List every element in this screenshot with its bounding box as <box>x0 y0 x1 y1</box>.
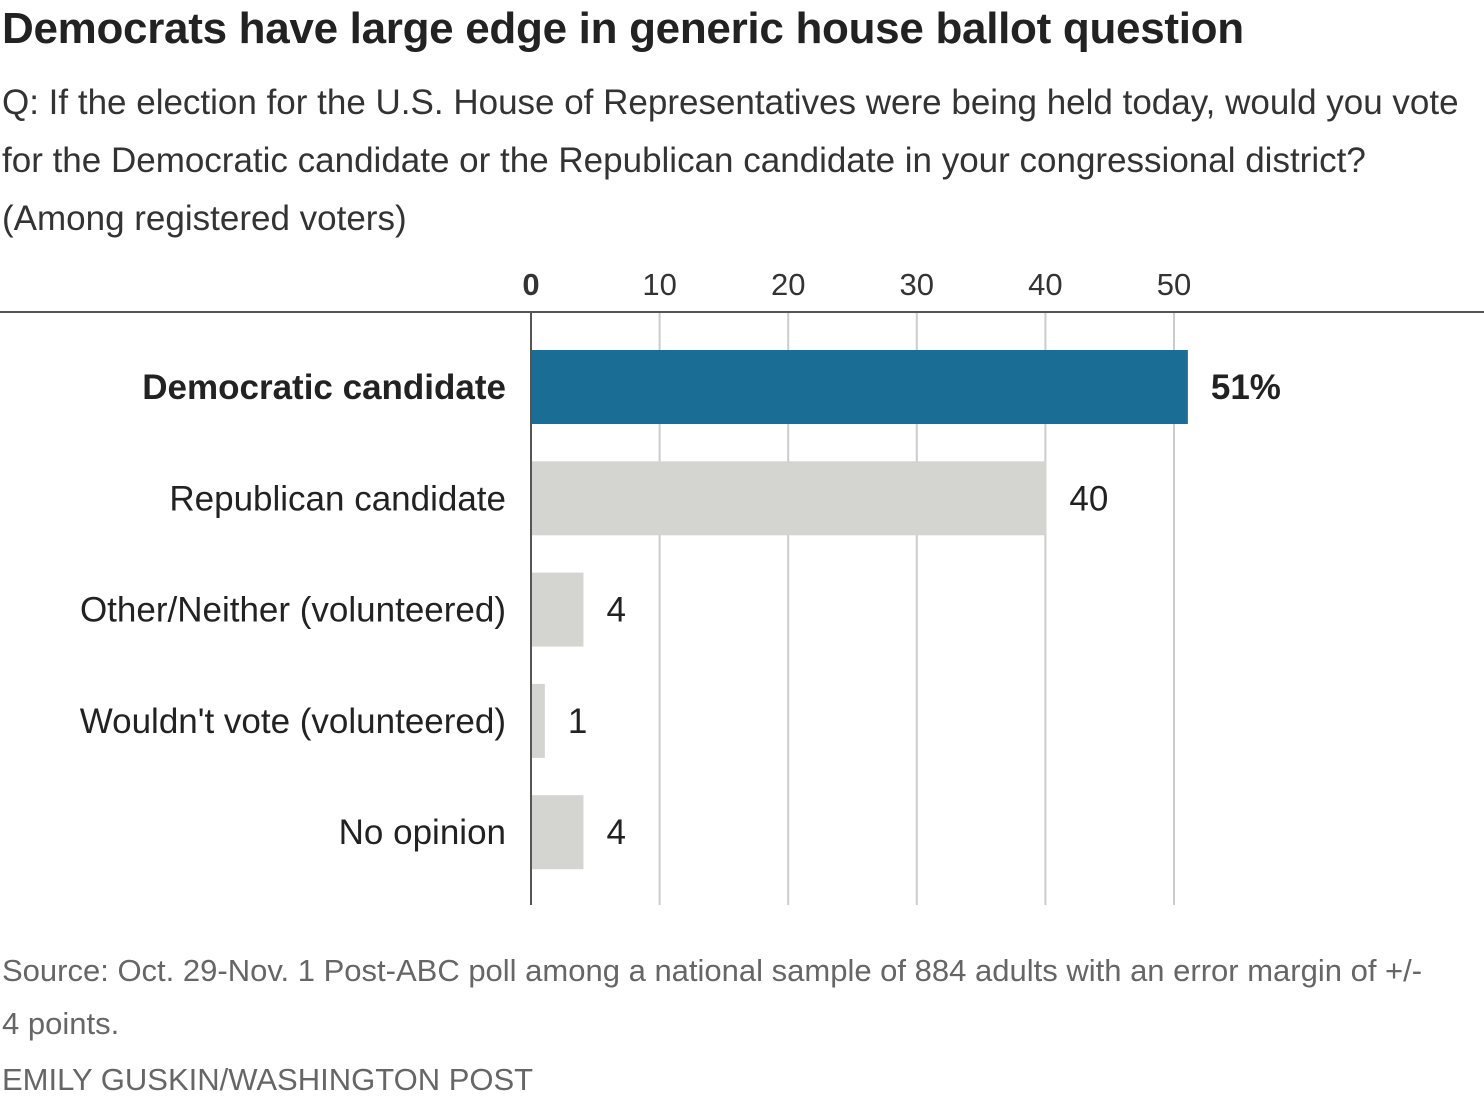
category-label: Republican candidate <box>169 479 506 518</box>
bar <box>532 795 584 870</box>
value-label: 1 <box>568 702 587 741</box>
value-label: 40 <box>1069 479 1108 518</box>
category-label: Other/Neither (volunteered) <box>80 591 506 630</box>
tick-label: 50 <box>1157 267 1191 302</box>
tick-label: 30 <box>900 267 934 302</box>
bar <box>532 683 545 758</box>
category-label: Democratic candidate <box>142 368 506 407</box>
value-label: 4 <box>606 813 625 852</box>
tick-label: 40 <box>1028 267 1062 302</box>
bar <box>532 350 1188 424</box>
chart-subtitle: Q: If the election for the U.S. House of… <box>2 83 1459 238</box>
bar <box>532 572 584 647</box>
category-labels: Democratic candidate Republican candidate… <box>80 368 506 852</box>
value-label: 51% <box>1211 368 1281 407</box>
bars <box>532 350 1188 870</box>
bar <box>532 461 1047 536</box>
chart-title: Democrats have large edge in generic hou… <box>2 4 1244 53</box>
bar-chart: 0 10 20 30 40 50 Democratic candidate Republic… <box>0 267 1484 905</box>
value-label: 4 <box>606 591 625 630</box>
value-labels: 51% 40 4 1 4 <box>568 368 1281 852</box>
tick-label: 20 <box>771 267 805 302</box>
category-label: No opinion <box>339 813 506 852</box>
source-note: Source: Oct. 29-Nov. 1 Post-ABC poll amo… <box>2 953 1423 1041</box>
tick-labels: 0 10 20 30 40 50 <box>522 267 1191 302</box>
tick-label: 10 <box>642 267 676 302</box>
tick-label: 0 <box>522 267 539 302</box>
category-label: Wouldn't vote (volunteered) <box>80 702 506 741</box>
credit-line: EMILY GUSKIN/WASHINGTON POST <box>2 1062 534 1097</box>
